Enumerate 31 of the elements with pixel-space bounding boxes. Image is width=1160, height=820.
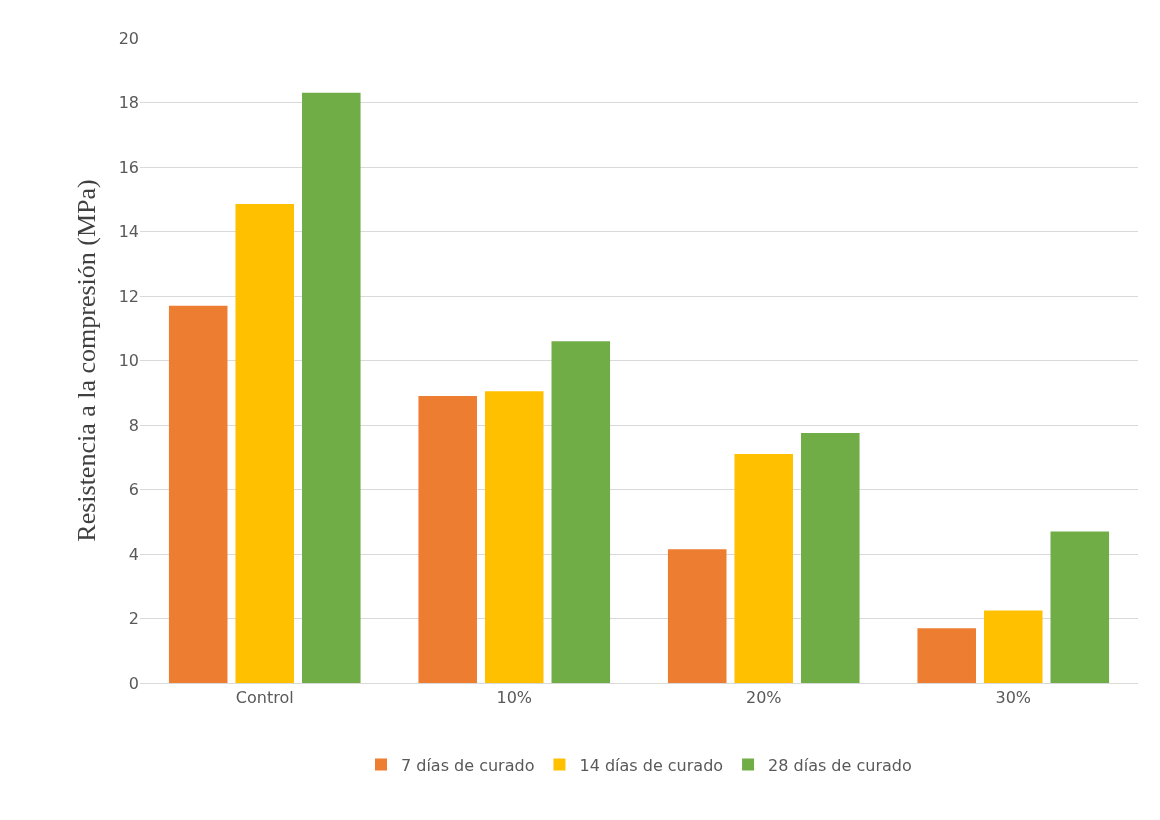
y-tick-label: 14 — [118, 222, 139, 242]
y-tick-label: 16 — [118, 157, 139, 177]
legend-label: 28 días de curado — [768, 755, 912, 775]
x-tick-label: Control — [235, 688, 294, 708]
bar — [302, 92, 361, 683]
y-tick-label: 20 — [118, 28, 139, 48]
bar — [917, 628, 976, 683]
y-tick-label: 10 — [118, 351, 139, 371]
y-axis-title: Resistencia a la compresión (MPa) — [72, 179, 102, 542]
bar — [734, 454, 794, 683]
bar — [484, 391, 544, 683]
y-tick-label: 6 — [128, 480, 139, 500]
y-tick-label: 8 — [128, 415, 139, 435]
y-tick-label: 2 — [128, 609, 139, 629]
bar — [983, 610, 1043, 683]
y-tick-label: 0 — [128, 673, 139, 693]
y-tick-label: 18 — [118, 93, 139, 113]
bar — [551, 341, 611, 683]
x-tick-label: 30% — [995, 688, 1032, 708]
x-tick-label: 20% — [745, 688, 782, 708]
y-tick-label: 12 — [118, 286, 139, 306]
bar — [418, 395, 477, 683]
bar — [667, 549, 727, 683]
bar — [235, 204, 295, 683]
bar — [1050, 531, 1110, 683]
legend-label: 14 días de curado — [579, 755, 724, 775]
bar — [168, 305, 228, 683]
legend-label: 7 días de curado — [401, 755, 535, 775]
bar — [801, 433, 860, 683]
y-tick-label: 4 — [128, 544, 139, 564]
x-tick-label: 10% — [496, 688, 533, 708]
